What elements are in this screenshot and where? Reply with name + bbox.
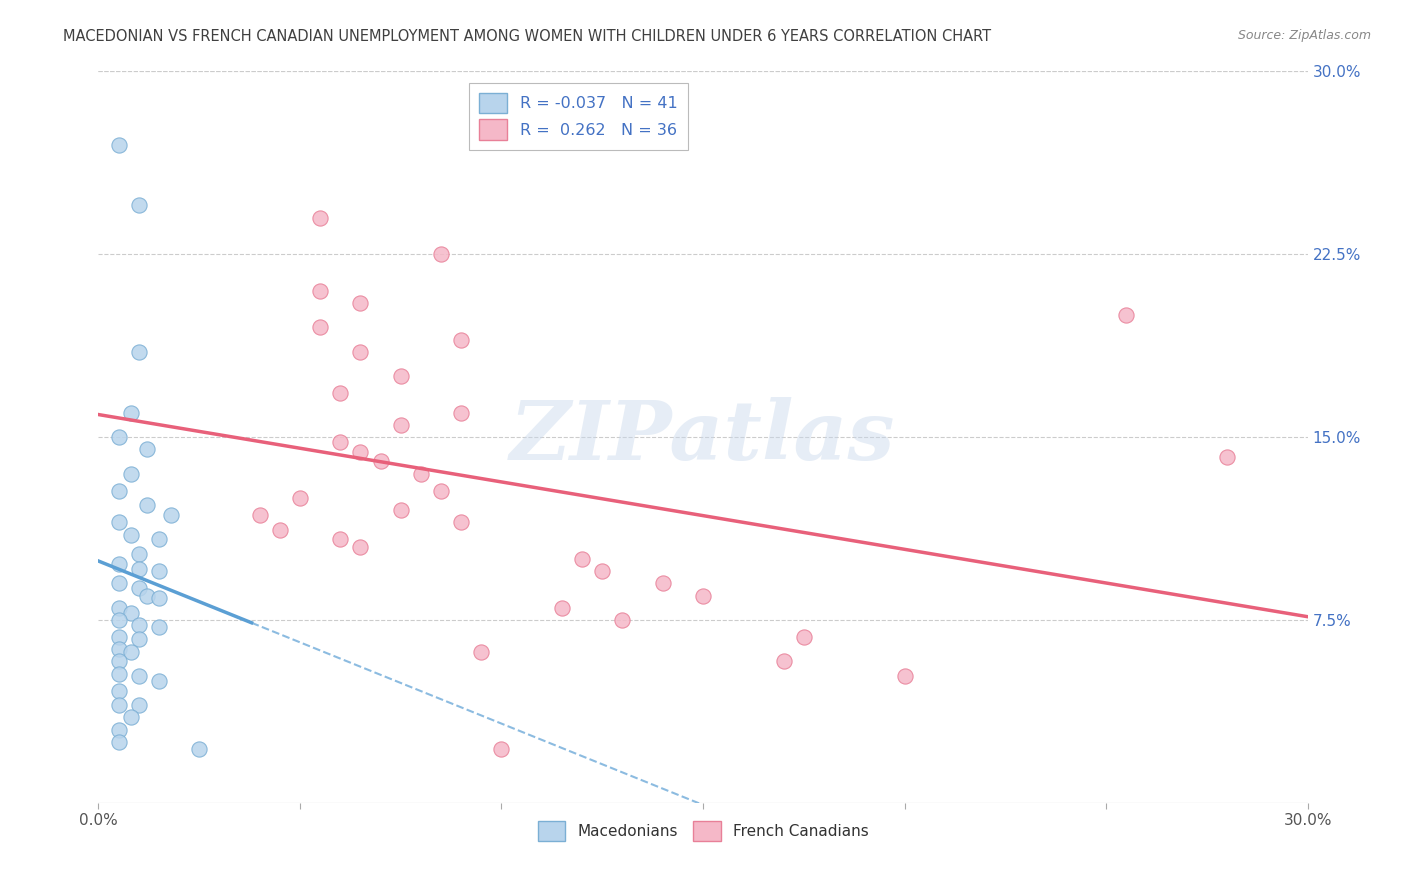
Point (120, 710, 142, 724)
Point (107, 430, 129, 444)
Point (309, 211, 332, 225)
Point (107, 642, 129, 657)
Text: Source: ZipAtlas.com: Source: ZipAtlas.com (1237, 29, 1371, 42)
Point (450, 406, 472, 420)
Point (107, 516, 129, 530)
Point (120, 527, 142, 541)
Point (107, 576, 129, 591)
Point (612, 613, 634, 627)
Point (349, 444, 371, 458)
Text: ZIPatlas: ZIPatlas (510, 397, 896, 477)
Point (793, 630, 815, 644)
Point (135, 589, 157, 603)
Point (329, 434, 352, 449)
Point (349, 540, 371, 554)
Point (128, 581, 150, 595)
Point (107, 613, 129, 627)
Point (107, 735, 129, 749)
Point (450, 333, 472, 347)
Point (188, 742, 211, 756)
Point (692, 589, 714, 603)
Point (430, 483, 453, 498)
Point (450, 516, 472, 530)
Point (107, 137, 129, 152)
Point (128, 547, 150, 561)
Point (370, 454, 392, 468)
Legend: Macedonians, French Canadians: Macedonians, French Canadians (529, 812, 877, 850)
Point (389, 503, 412, 517)
Point (128, 562, 150, 576)
Point (309, 320, 332, 334)
Point (470, 645, 492, 659)
Point (107, 698, 129, 713)
Point (135, 499, 157, 513)
Point (120, 645, 142, 659)
Point (107, 723, 129, 737)
Point (128, 632, 150, 647)
Point (329, 533, 352, 547)
Point (107, 630, 129, 644)
Point (389, 417, 412, 432)
Point (128, 617, 150, 632)
Point (772, 654, 794, 668)
Point (107, 666, 129, 681)
Point (329, 386, 352, 401)
Point (128, 698, 150, 713)
Point (893, 669, 915, 683)
Point (389, 369, 412, 384)
Point (148, 591, 170, 605)
Point (148, 564, 170, 578)
Point (148, 620, 170, 634)
Point (120, 406, 142, 420)
Point (1216, 450, 1239, 464)
Point (107, 483, 129, 498)
Point (249, 508, 271, 522)
Point (349, 296, 371, 310)
Point (551, 600, 574, 615)
Point (148, 533, 170, 547)
Point (591, 564, 613, 578)
Point (571, 552, 593, 566)
Point (135, 442, 157, 457)
Point (160, 508, 183, 522)
Point (491, 742, 513, 756)
Point (430, 247, 453, 261)
Point (288, 491, 311, 505)
Point (128, 669, 150, 683)
Point (651, 576, 673, 591)
Point (349, 344, 371, 359)
Point (120, 467, 142, 481)
Point (1115, 308, 1137, 322)
Point (107, 557, 129, 571)
Point (409, 467, 432, 481)
Point (107, 654, 129, 668)
Point (128, 198, 150, 212)
Point (148, 673, 170, 688)
Text: MACEDONIAN VS FRENCH CANADIAN UNEMPLOYMENT AMONG WOMEN WITH CHILDREN UNDER 6 YEA: MACEDONIAN VS FRENCH CANADIAN UNEMPLOYME… (63, 29, 991, 44)
Point (107, 600, 129, 615)
Point (107, 683, 129, 698)
Point (120, 606, 142, 620)
Point (269, 523, 291, 537)
Point (128, 344, 150, 359)
Point (309, 284, 332, 298)
